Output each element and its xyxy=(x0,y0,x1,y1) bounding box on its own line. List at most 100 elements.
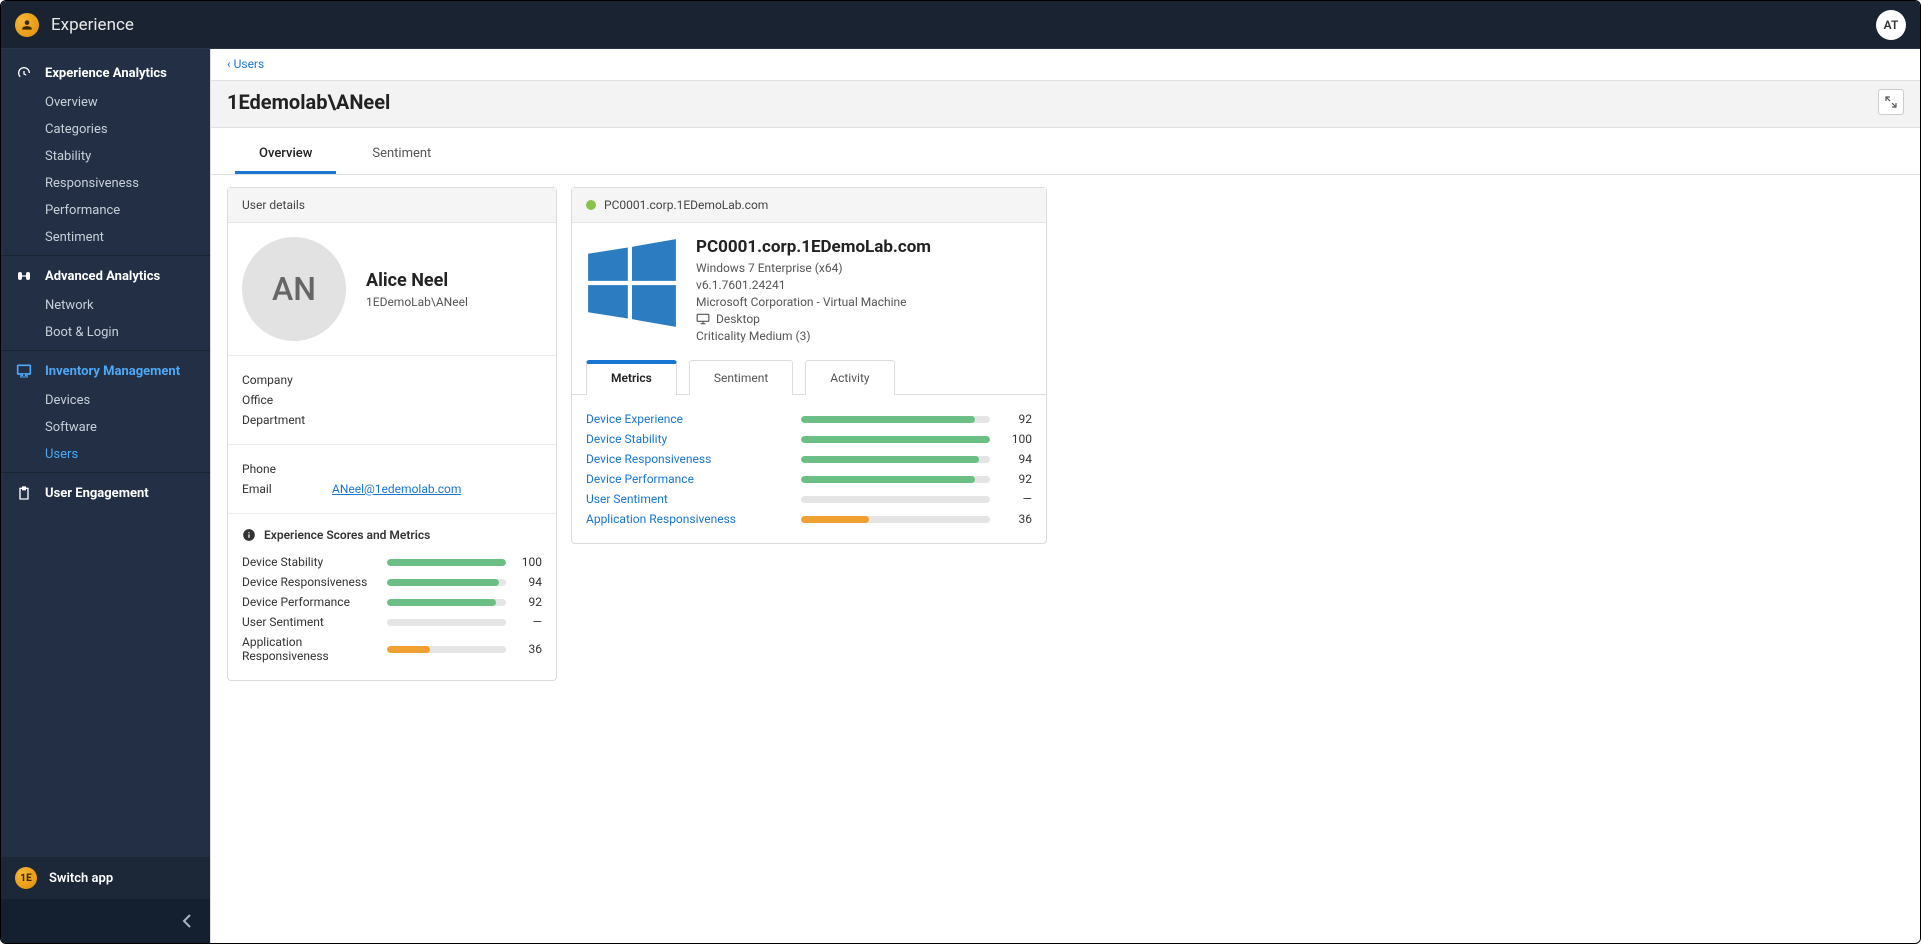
expand-icon xyxy=(1885,96,1897,108)
nav-section-inventory-management[interactable]: Inventory Management xyxy=(1,355,210,387)
metric-bar xyxy=(801,476,990,483)
metric-link[interactable]: Device Responsiveness xyxy=(586,452,711,466)
field-label-phone: Phone xyxy=(242,462,332,476)
device-os: Windows 7 Enterprise (x64) xyxy=(696,261,931,275)
nav-section-advanced-analytics[interactable]: Advanced Analytics xyxy=(1,260,210,292)
monitor-icon xyxy=(15,363,33,379)
status-dot-online-icon xyxy=(586,200,596,210)
nav-item-overview[interactable]: Overview xyxy=(1,89,210,116)
score-label: Device Responsiveness xyxy=(242,575,387,589)
metric-label: User Sentiment xyxy=(586,492,801,506)
brand-logo-icon xyxy=(15,13,39,37)
device-build: v6.1.7601.24241 xyxy=(696,278,931,292)
chevron-left-icon xyxy=(182,914,192,928)
device-manufacturer: Microsoft Corporation - Virtual Machine xyxy=(696,295,931,309)
metric-link[interactable]: Device Performance xyxy=(586,472,694,486)
topbar: Experience AT xyxy=(1,1,1920,49)
score-bar xyxy=(387,646,506,653)
metric-link[interactable]: Application Responsiveness xyxy=(586,512,736,526)
score-label: Device Performance xyxy=(242,595,387,609)
nav-item-stability[interactable]: Stability xyxy=(1,143,210,170)
nav-item-responsiveness[interactable]: Responsiveness xyxy=(1,170,210,197)
metric-row: Device Responsiveness94 xyxy=(586,449,1032,469)
nav-item-boot-login[interactable]: Boot & Login xyxy=(1,319,210,346)
nav-item-performance[interactable]: Performance xyxy=(1,197,210,224)
score-row: Device Responsiveness 94 xyxy=(242,572,542,592)
field-label-company: Company xyxy=(242,373,332,387)
metric-bar xyxy=(801,456,990,463)
breadcrumb-parent-link[interactable]: ‹ Users xyxy=(227,57,264,71)
metric-row: Application Responsiveness36 xyxy=(586,509,1032,529)
breadcrumb-label: Users xyxy=(234,57,265,71)
tab-overview[interactable]: Overview xyxy=(235,136,336,174)
score-bar xyxy=(387,619,506,626)
score-row: Device Stability100 xyxy=(242,552,542,572)
metric-value: — xyxy=(1002,492,1032,506)
nav-item-network[interactable]: Network xyxy=(1,292,210,319)
expand-button[interactable] xyxy=(1878,89,1904,115)
nav-label: Advanced Analytics xyxy=(45,269,160,284)
switch-app-label: Switch app xyxy=(49,871,113,886)
current-user-avatar[interactable]: AT xyxy=(1876,10,1906,40)
metric-value: 92 xyxy=(1002,412,1032,426)
metric-row: Device Performance92 xyxy=(586,469,1032,489)
nav-label: Inventory Management xyxy=(45,364,180,379)
metric-row: Device Stability100 xyxy=(586,429,1032,449)
tab-sentiment[interactable]: Sentiment xyxy=(348,136,455,174)
score-label: User Sentiment xyxy=(242,615,387,629)
score-row: Device Performance 92 xyxy=(242,592,542,612)
metric-label: Application Responsiveness xyxy=(586,512,801,526)
score-value: — xyxy=(516,615,542,629)
sub-tab-metrics[interactable]: Metrics xyxy=(586,360,677,395)
switch-app-button[interactable]: 1E Switch app xyxy=(1,857,210,899)
switch-app-icon: 1E xyxy=(15,867,37,889)
metric-link[interactable]: User Sentiment xyxy=(586,492,668,506)
page-title: 1Edemolab\ANeel xyxy=(227,90,1878,114)
field-label-department: Department xyxy=(242,413,332,427)
sidebar-collapse-button[interactable] xyxy=(1,899,210,943)
email-link[interactable]: ANeel@1edemolab.com xyxy=(332,482,461,496)
metric-bar xyxy=(801,416,990,423)
metric-label: Device Responsiveness xyxy=(586,452,801,466)
nav-label: Experience Analytics xyxy=(45,66,167,81)
clipboard-icon xyxy=(15,485,33,501)
binoculars-icon xyxy=(15,268,33,284)
brand-title: Experience xyxy=(51,15,134,35)
sidebar: Experience Analytics Overview Categories… xyxy=(1,49,210,943)
user-details-card: User details AN Alice Neel 1EDemoLab\ANe… xyxy=(227,187,557,681)
sub-tab-activity[interactable]: Activity xyxy=(805,360,894,395)
score-value: 92 xyxy=(516,595,542,609)
sub-tab-sentiment[interactable]: Sentiment xyxy=(689,360,793,395)
score-value: 94 xyxy=(516,575,542,589)
metric-label: Device Performance xyxy=(586,472,801,486)
metric-link[interactable]: Device Experience xyxy=(586,412,683,426)
breadcrumb: ‹ Users xyxy=(211,49,1920,80)
score-row: Application Responsiveness36 xyxy=(242,632,542,666)
nav-item-devices[interactable]: Devices xyxy=(1,387,210,414)
main-content: ‹ Users 1Edemolab\ANeel Overview Sentime… xyxy=(210,49,1920,943)
device-card-header: PC0001.corp.1EDemoLab.com xyxy=(572,188,1046,223)
score-bar xyxy=(387,559,506,566)
user-full-name: Alice Neel xyxy=(366,270,468,291)
scores-header-label: Experience Scores and Metrics xyxy=(264,528,430,542)
metric-link[interactable]: Device Stability xyxy=(586,432,667,446)
info-icon xyxy=(242,528,256,542)
field-value-department xyxy=(332,413,542,427)
nav-section-experience-analytics[interactable]: Experience Analytics xyxy=(1,57,210,89)
chevron-left-icon: ‹ xyxy=(227,57,234,71)
metric-bar xyxy=(801,516,990,523)
nav-section-user-engagement[interactable]: User Engagement xyxy=(1,477,210,509)
device-card: PC0001.corp.1EDemoLab.com xyxy=(571,187,1047,544)
gauge-icon xyxy=(15,65,33,81)
device-sub-tabs: Metrics Sentiment Activity xyxy=(572,360,1046,395)
metric-bar xyxy=(801,436,990,443)
page-tabs: Overview Sentiment xyxy=(211,136,1920,175)
nav-item-users[interactable]: Users xyxy=(1,441,210,468)
field-value-office xyxy=(332,393,542,407)
nav-item-categories[interactable]: Categories xyxy=(1,116,210,143)
metric-bar xyxy=(801,496,990,503)
nav-item-sentiment[interactable]: Sentiment xyxy=(1,224,210,251)
metric-label: Device Stability xyxy=(586,432,801,446)
score-bar xyxy=(387,599,506,606)
nav-item-software[interactable]: Software xyxy=(1,414,210,441)
